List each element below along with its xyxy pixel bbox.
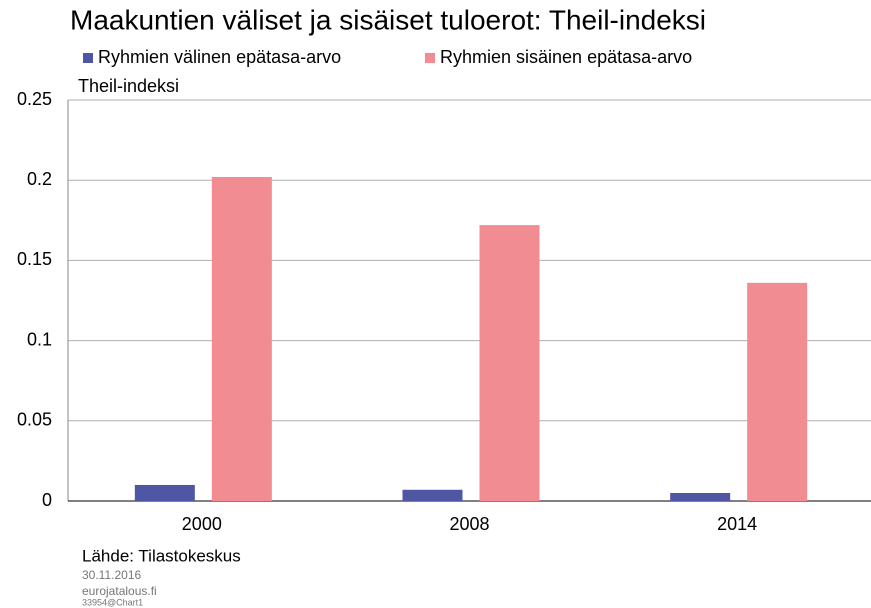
x-tick-label: 2008: [449, 514, 489, 534]
chart-title: Maakuntien väliset ja sisäiset tuloerot:…: [70, 4, 706, 35]
legend-swatch: [425, 53, 435, 63]
y-tick-label: 0: [42, 490, 52, 510]
site: eurojatalous.fi: [82, 584, 157, 598]
y-tick-label: 0.05: [17, 410, 52, 430]
bar: [134, 484, 195, 501]
legend-label: Ryhmien sisäinen epätasa-arvo: [440, 47, 692, 67]
bar: [479, 225, 540, 501]
legend-label: Ryhmien välinen epätasa-arvo: [98, 47, 341, 67]
y-axis-label: Theil-indeksi: [78, 76, 179, 96]
bar: [402, 489, 463, 501]
bar: [211, 176, 272, 501]
x-tick-label: 2000: [182, 514, 222, 534]
bar: [747, 282, 808, 501]
y-tick-label: 0.15: [17, 249, 52, 269]
chart-id: 33954@Chart1: [82, 597, 143, 607]
date: 30.11.2016: [82, 568, 141, 582]
source: Lähde: Tilastokeskus: [82, 546, 241, 565]
legend-swatch: [83, 53, 93, 63]
bar: [670, 492, 731, 501]
x-tick-label: 2014: [717, 514, 757, 534]
y-tick-label: 0.1: [27, 329, 52, 349]
y-tick-label: 0.25: [17, 89, 52, 109]
y-tick-label: 0.2: [27, 169, 52, 189]
